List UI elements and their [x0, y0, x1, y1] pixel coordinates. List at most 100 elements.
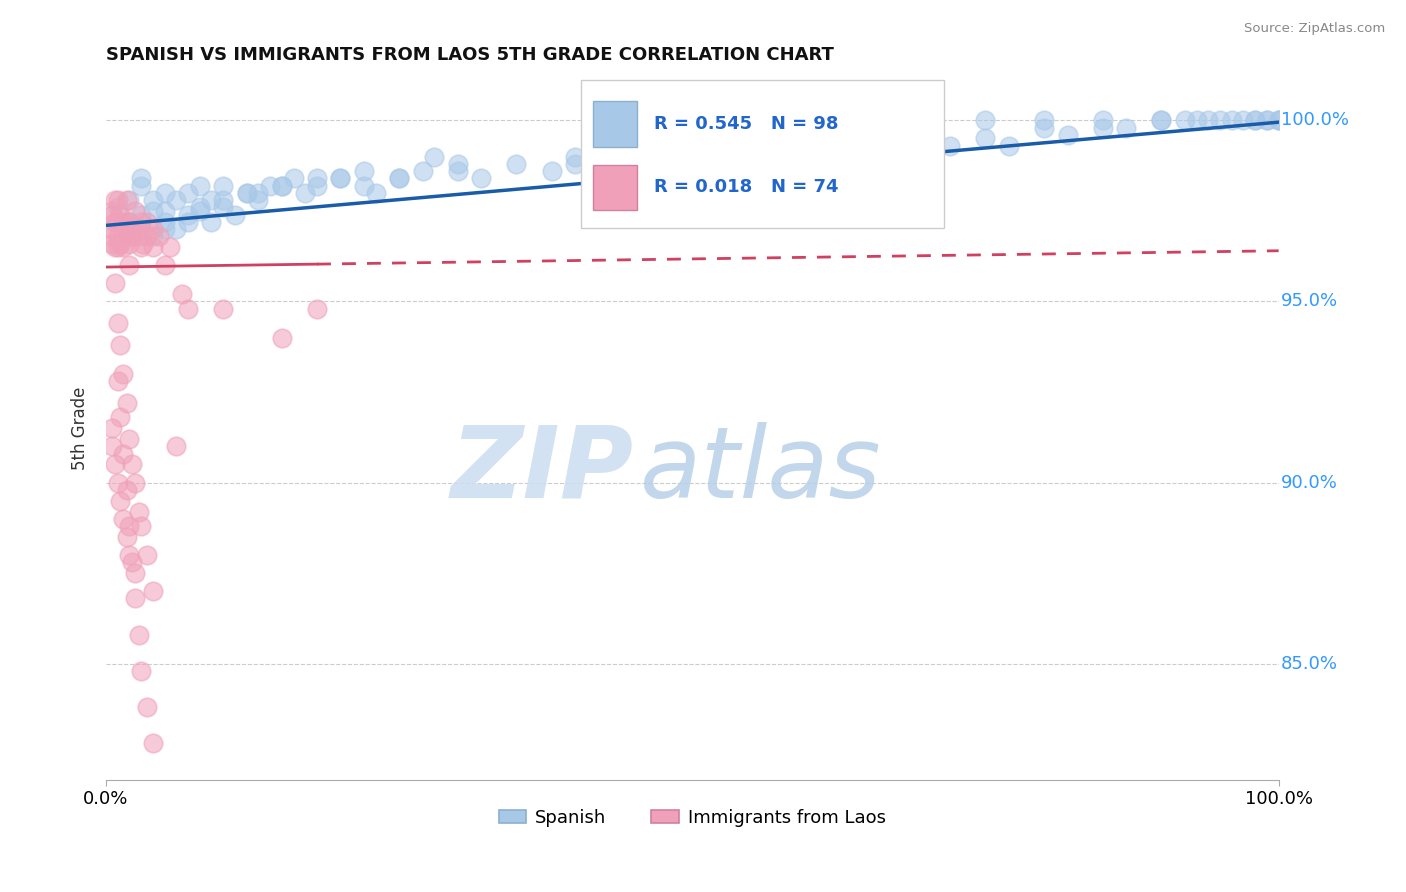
Point [104, 193, 127, 207]
Point [128, 229, 150, 244]
Point [142, 240, 165, 254]
Point [564, 157, 586, 171]
Point [200, 193, 222, 207]
Point [716, 157, 738, 171]
Point [270, 178, 292, 193]
Point [108, 338, 131, 352]
Point [915, 131, 938, 145]
FancyBboxPatch shape [581, 80, 945, 228]
Text: 95.0%: 95.0% [1281, 293, 1339, 310]
Point [115, 396, 138, 410]
Point [153, 222, 176, 236]
Point [153, 203, 176, 218]
Point [153, 258, 176, 272]
Point [118, 215, 141, 229]
Point [799, 131, 821, 145]
Point [200, 215, 222, 229]
Point [1115, 120, 1137, 135]
Point [447, 164, 470, 178]
Point [259, 178, 281, 193]
Point [1220, 113, 1243, 128]
Point [172, 287, 194, 301]
Point [856, 142, 879, 156]
Text: atlas: atlas [640, 422, 882, 519]
Point [447, 157, 470, 171]
Point [112, 367, 135, 381]
Point [270, 178, 292, 193]
Point [100, 222, 122, 236]
Text: 85.0%: 85.0% [1281, 655, 1339, 673]
Point [610, 150, 633, 164]
Point [1033, 120, 1056, 135]
Point [118, 236, 141, 251]
Point [142, 203, 165, 218]
Point [112, 229, 135, 244]
Point [115, 193, 138, 207]
Point [235, 186, 257, 200]
Point [645, 157, 668, 171]
Point [142, 229, 165, 244]
Point [235, 186, 257, 200]
Point [142, 584, 165, 599]
Point [856, 120, 879, 135]
Point [1091, 120, 1114, 135]
Point [388, 171, 411, 186]
Point [1267, 113, 1289, 128]
Text: Source: ZipAtlas.com: Source: ZipAtlas.com [1244, 22, 1385, 36]
Point [121, 458, 143, 472]
Point [1244, 113, 1267, 128]
Point [112, 447, 135, 461]
Point [329, 171, 352, 186]
Point [107, 475, 129, 490]
Point [159, 240, 181, 254]
Point [763, 150, 786, 164]
Point [939, 138, 962, 153]
Point [129, 171, 152, 186]
Point [104, 458, 127, 472]
Point [1174, 113, 1197, 128]
Point [1209, 113, 1232, 128]
Point [212, 193, 235, 207]
Point [423, 150, 446, 164]
Point [136, 700, 159, 714]
Point [1150, 113, 1173, 128]
Point [115, 483, 138, 497]
Point [1267, 113, 1289, 128]
Point [142, 222, 165, 236]
Point [115, 222, 138, 236]
Point [165, 193, 187, 207]
Point [470, 171, 492, 186]
Point [129, 215, 152, 229]
Point [129, 208, 152, 222]
Point [974, 131, 997, 145]
Point [1091, 113, 1114, 128]
Point [540, 164, 562, 178]
Point [305, 178, 328, 193]
Point [108, 493, 131, 508]
Point [177, 208, 200, 222]
Point [564, 150, 586, 164]
Point [121, 555, 143, 569]
Point [107, 240, 129, 254]
Point [880, 150, 903, 164]
Point [112, 512, 135, 526]
Point [107, 193, 129, 207]
Point [1256, 113, 1278, 128]
Point [388, 171, 411, 186]
Point [188, 203, 211, 218]
Point [1244, 113, 1267, 128]
Point [329, 171, 352, 186]
Point [188, 178, 211, 193]
Point [212, 178, 235, 193]
Point [834, 150, 856, 164]
Point [1197, 113, 1219, 128]
Point [588, 164, 610, 178]
Point [124, 566, 146, 581]
Text: ZIP: ZIP [451, 422, 634, 519]
Point [118, 548, 141, 562]
Bar [592, 102, 637, 147]
Point [177, 215, 200, 229]
Point [100, 208, 122, 222]
Point [129, 664, 152, 678]
Point [353, 178, 375, 193]
